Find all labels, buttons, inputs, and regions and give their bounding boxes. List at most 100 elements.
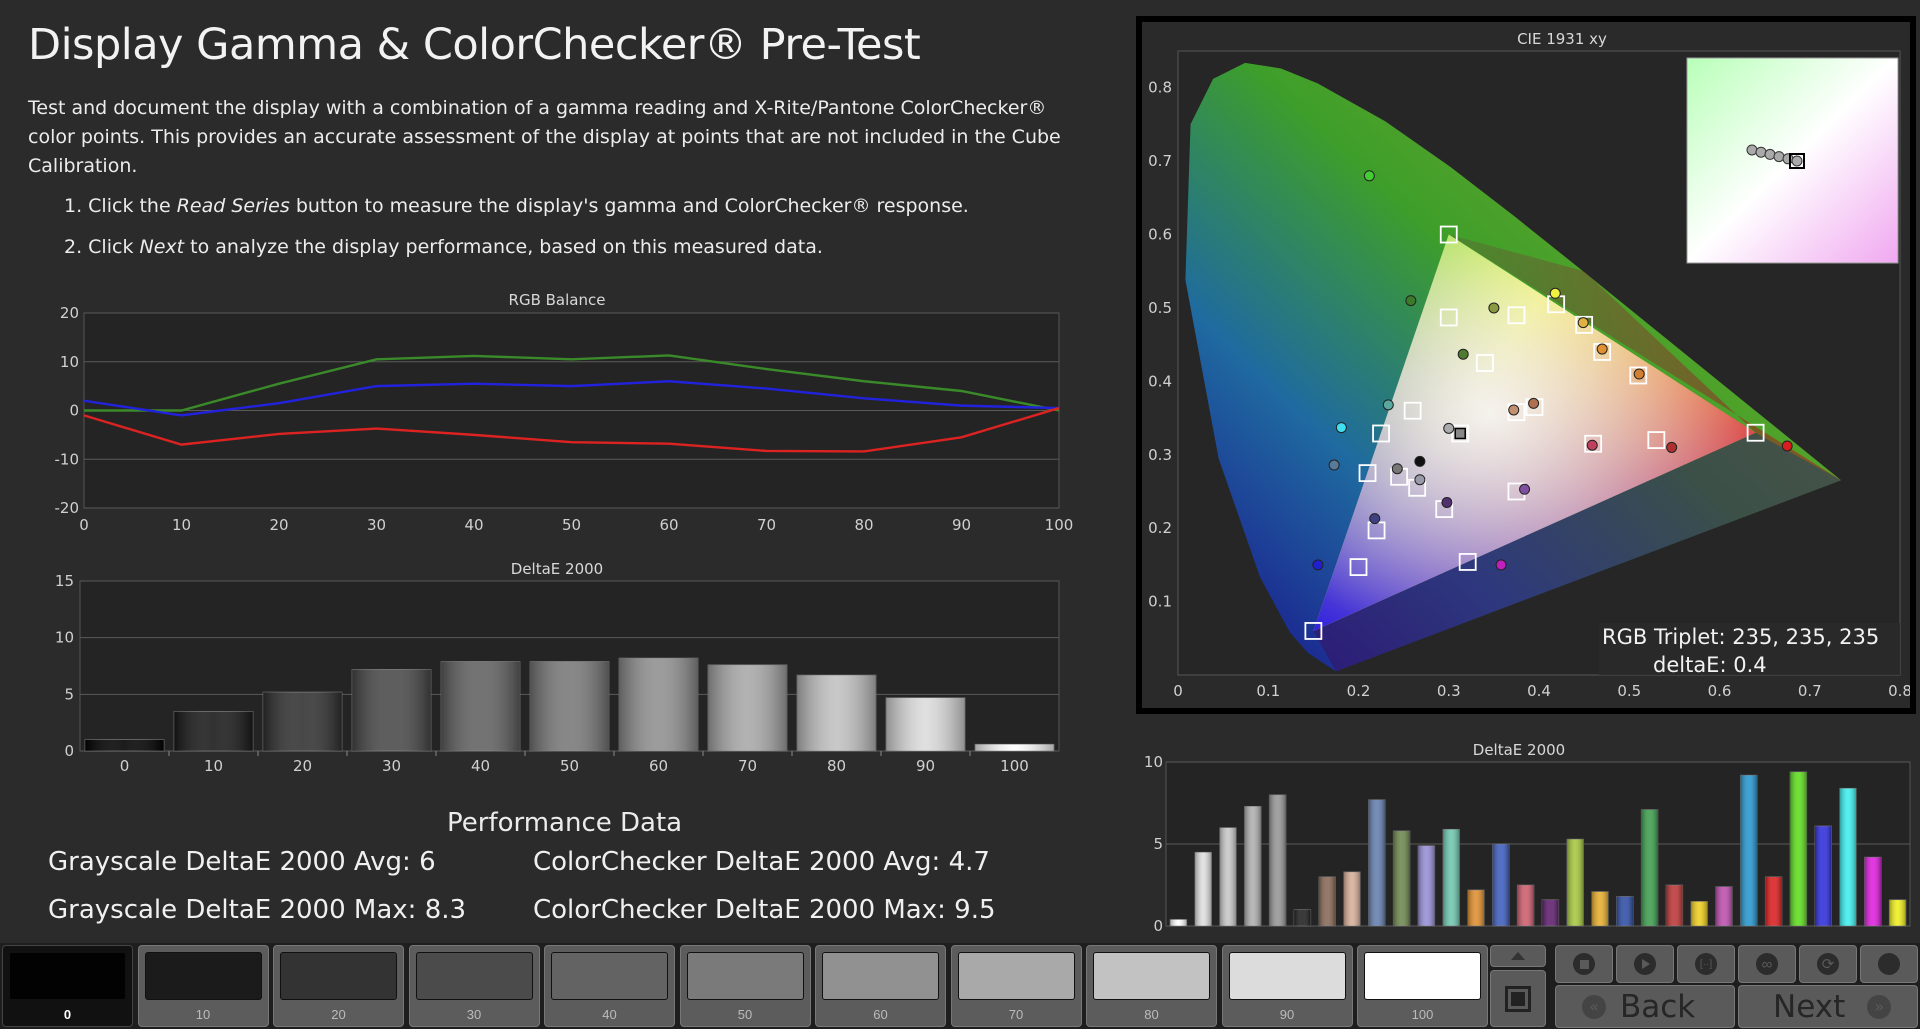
gs-x-tick: 90 — [916, 757, 935, 775]
performance-title: Performance Data — [447, 808, 683, 838]
measured-point — [1441, 496, 1453, 508]
patch-swatch — [551, 952, 668, 1000]
inset-point — [1782, 153, 1794, 165]
cc-y-tick: 0 — [1153, 917, 1163, 935]
next-label: Next — [1773, 988, 1846, 1025]
play-button[interactable] — [1616, 945, 1674, 983]
back-label: Back — [1620, 988, 1696, 1025]
cie-x-tick: 0 — [1173, 682, 1183, 700]
circle-icon — [1878, 953, 1900, 975]
cie-x-tick: 0.3 — [1437, 682, 1461, 700]
patch-swatch — [686, 952, 804, 1000]
patch-button-60[interactable]: 60 — [815, 945, 946, 1027]
target-square — [1584, 434, 1603, 453]
patch-label: 60 — [873, 1007, 888, 1022]
refresh-button[interactable]: ⟳ — [1799, 945, 1857, 983]
cc-bar-shade — [1542, 899, 1559, 926]
read-series-button[interactable]: [··] — [1677, 945, 1735, 983]
cc-bar-shade — [1889, 899, 1906, 926]
target-square — [1507, 306, 1526, 325]
measured-point — [1488, 302, 1500, 314]
grayscale-avg-value: 6 — [419, 847, 436, 877]
cc-bar-shade — [1839, 788, 1857, 926]
patch-button-10[interactable]: 10 — [137, 945, 269, 1027]
cc-bar-shade — [1294, 909, 1311, 926]
triangle-up-icon — [1511, 952, 1525, 960]
rgb-series-line-0 — [84, 354, 1060, 412]
back-button[interactable]: « Back — [1555, 985, 1735, 1028]
colorchecker-max-value: 9.5 — [954, 895, 996, 925]
patch-button-30[interactable]: 30 — [408, 945, 540, 1027]
cc-bar-shade — [1244, 806, 1262, 926]
cc-bar-shade — [1641, 809, 1658, 926]
stop-button[interactable] — [1555, 945, 1613, 983]
patch-label: 10 — [195, 1007, 211, 1022]
target-square — [1358, 464, 1377, 483]
gs-bar-shade — [530, 661, 609, 751]
patch-button-50[interactable]: 50 — [679, 945, 811, 1027]
step-2-text: 2. Click — [64, 236, 140, 258]
gs-y-tick: 10 — [55, 629, 74, 647]
infinity-icon: ∞ — [1756, 953, 1778, 975]
patch-button-70[interactable]: 70 — [950, 945, 1082, 1027]
cie-x-tick: 0.6 — [1708, 682, 1732, 700]
cie-y-tick: 0.5 — [1148, 299, 1172, 317]
gs-bar-shade — [174, 711, 253, 751]
measured-point — [1549, 287, 1561, 299]
inset-point — [1773, 151, 1785, 163]
next-button[interactable]: Next » — [1738, 985, 1918, 1028]
gs-bar-shade — [352, 669, 431, 751]
patch-label: 20 — [331, 1007, 346, 1022]
patch-button-100[interactable]: 100 — [1357, 945, 1488, 1027]
scroll-up-button[interactable] — [1490, 945, 1546, 967]
cc-bar-shade — [1442, 829, 1460, 926]
gs-x-tick: 100 — [1000, 757, 1029, 775]
measured-point — [1519, 483, 1531, 495]
cc-bar-shade — [1790, 771, 1807, 926]
rgb-y-tick: 10 — [60, 353, 79, 371]
colorchecker-deltae-chart: DeltaE 2000 0 5 10 — [1144, 741, 1911, 935]
measured-point — [1443, 422, 1455, 434]
cie-x-tick: 0.1 — [1256, 682, 1280, 700]
grayscale-max: Grayscale DeltaE 2000 Max: 8.3 — [48, 895, 466, 925]
cc-bar-shade — [1690, 901, 1708, 926]
rgb-y-tick: -10 — [55, 450, 80, 468]
patch-button-20[interactable]: 20 — [273, 945, 404, 1027]
gs-x-tick: 60 — [649, 757, 668, 775]
double-chevron-left-icon: « — [1582, 994, 1606, 1019]
patch-button-80[interactable]: 80 — [1086, 945, 1217, 1027]
gs-bar-shade — [975, 744, 1054, 751]
gs-x-tick: 10 — [204, 757, 223, 775]
measured-point — [1528, 397, 1540, 409]
stop-read-button[interactable] — [1490, 970, 1546, 1027]
patch-button-90[interactable]: 90 — [1221, 945, 1353, 1027]
gs-x-tick: 70 — [738, 757, 757, 775]
cie-y-tick: 0.1 — [1148, 593, 1172, 611]
cie-x-tick: 0.8 — [1888, 682, 1910, 700]
target-square — [1647, 431, 1666, 449]
step-2-rest: to analyze the display performance, base… — [184, 236, 823, 258]
measured-point — [1363, 170, 1375, 182]
patch-button-0[interactable]: 0 — [2, 945, 133, 1027]
gs-bar-shade — [708, 664, 787, 751]
gs-y-tick: 0 — [64, 742, 74, 760]
gs-x-tick: 30 — [382, 757, 401, 775]
measured-point — [1508, 404, 1520, 416]
stop-icon — [1573, 953, 1595, 975]
series-icon: [··] — [1695, 953, 1717, 975]
target-square — [1746, 423, 1765, 442]
target-square — [1372, 424, 1390, 443]
patch-button-40[interactable]: 40 — [544, 945, 675, 1027]
gs-bar-shade — [263, 692, 342, 751]
rgb-x-tick: 80 — [854, 516, 873, 534]
inset-point — [1746, 144, 1758, 156]
measured-point — [1596, 343, 1608, 355]
continuous-button[interactable]: ∞ — [1738, 945, 1796, 983]
page-title: Display Gamma & ColorChecker® Pre-Test — [28, 20, 921, 70]
gs-x-tick: 80 — [827, 757, 846, 775]
cc-bar-shade — [1393, 830, 1410, 926]
options-button[interactable] — [1860, 945, 1918, 983]
rgb-balance-title: RGB Balance — [509, 291, 606, 309]
cie-x-tick: 0.7 — [1798, 682, 1822, 700]
patch-label: 0 — [63, 1007, 72, 1022]
